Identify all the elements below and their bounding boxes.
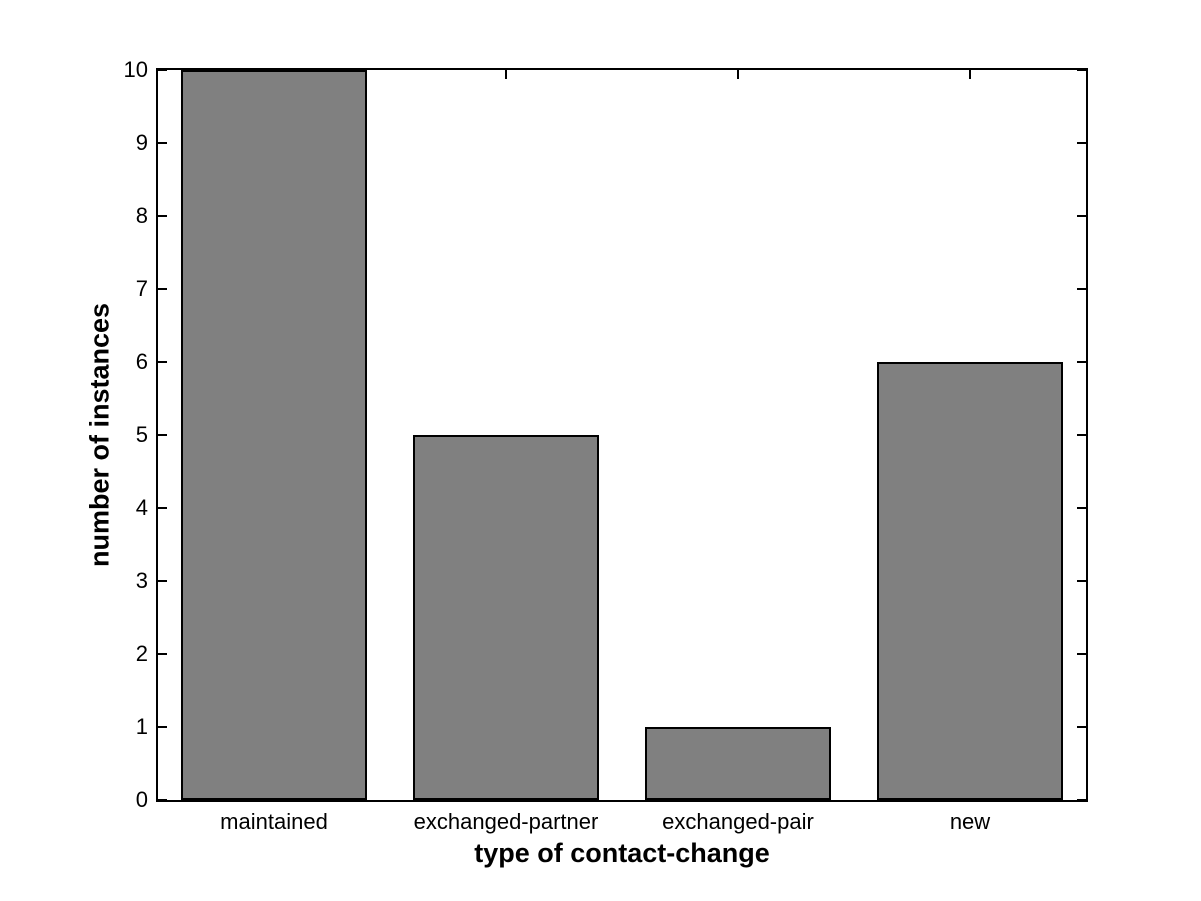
y-tick-mark-left	[158, 507, 167, 509]
y-tick-mark-right	[1077, 653, 1086, 655]
y-tick-mark-left	[158, 361, 167, 363]
x-tick-label: exchanged-pair	[662, 809, 814, 834]
y-tick-label: 0	[135, 787, 148, 812]
y-tick-mark-left	[158, 142, 167, 144]
y-tick-mark-right	[1077, 361, 1086, 363]
y-tick-mark-right	[1077, 142, 1086, 144]
y-tick-mark-right	[1077, 215, 1086, 217]
y-tick-label: 8	[135, 203, 148, 228]
y-tick-mark-right	[1077, 288, 1086, 290]
y-tick-mark-left	[158, 69, 167, 71]
y-tick-label: 2	[135, 641, 148, 666]
x-tick-mark-top	[969, 70, 971, 79]
y-tick-mark-left	[158, 288, 167, 290]
x-tick-mark-top	[737, 70, 739, 79]
y-tick-label: 9	[135, 130, 148, 155]
y-tick-label: 5	[135, 422, 148, 447]
bar-exchanged-pair	[645, 727, 831, 800]
y-tick-mark-left	[158, 726, 167, 728]
y-tick-label: 4	[135, 495, 148, 520]
y-tick-label: 7	[135, 276, 148, 301]
y-tick-mark-right	[1077, 434, 1086, 436]
y-tick-mark-left	[158, 799, 167, 801]
y-tick-mark-left	[158, 434, 167, 436]
y-tick-mark-right	[1077, 726, 1086, 728]
y-tick-label: 1	[135, 714, 148, 739]
x-tick-label: exchanged-partner	[413, 809, 599, 834]
y-tick-label: 3	[135, 568, 148, 593]
plot-area	[156, 68, 1088, 802]
y-tick-mark-left	[158, 215, 167, 217]
y-tick-label: 6	[135, 349, 148, 374]
y-tick-mark-right	[1077, 507, 1086, 509]
y-tick-mark-right	[1077, 799, 1086, 801]
plot-content	[158, 69, 1086, 801]
x-tick-mark-top	[505, 70, 507, 79]
bar-maintained	[181, 70, 367, 800]
bar-new	[877, 362, 1063, 800]
y-tick-mark-right	[1077, 580, 1086, 582]
x-tick-label: maintained	[220, 809, 328, 834]
y-tick-mark-right	[1077, 69, 1086, 71]
y-tick-mark-left	[158, 653, 167, 655]
y-tick-label: 10	[123, 57, 148, 82]
y-tick-mark-left	[158, 580, 167, 582]
x-axis-label: type of contact-change	[474, 838, 770, 868]
bar-exchanged-partner	[413, 435, 599, 800]
x-tick-label: new	[949, 809, 991, 834]
y-axis-label: number of instances	[84, 302, 115, 568]
